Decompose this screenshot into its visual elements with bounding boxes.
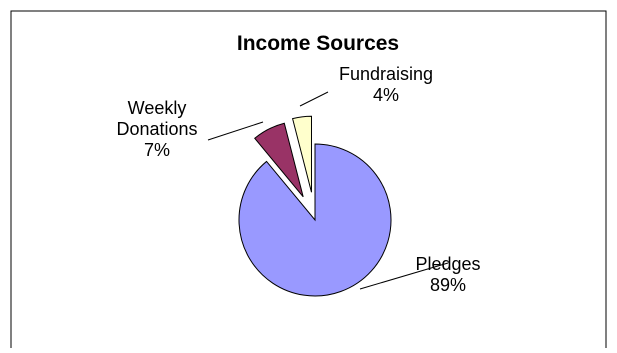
data-label-line: 89% xyxy=(430,275,466,295)
data-label-line: Pledges xyxy=(415,254,480,274)
data-label-pledges: Pledges 89% xyxy=(415,254,480,295)
pie-slice-weekly xyxy=(254,122,304,198)
data-label-line: 4% xyxy=(373,85,399,105)
pie-slice-fundraising xyxy=(291,115,312,193)
pie-slice-pledges xyxy=(238,143,392,297)
data-label-line: Weekly xyxy=(128,98,187,118)
data-label-line: Fundraising xyxy=(339,64,433,84)
data-label-line: Donations xyxy=(116,119,197,139)
pie-slices xyxy=(238,115,392,297)
leader-line xyxy=(207,121,264,141)
chart-title: Income Sources xyxy=(237,32,399,55)
data-label-weekly: Weekly Donations 7% xyxy=(116,98,197,160)
data-label-line: 7% xyxy=(144,140,170,160)
leader-line xyxy=(299,91,329,107)
data-labels: Pledges 89% Weekly Donations 7% Fundraising 4% xyxy=(116,64,480,295)
data-label-fundraising: Fundraising 4% xyxy=(339,64,433,105)
leader-line xyxy=(359,262,449,290)
